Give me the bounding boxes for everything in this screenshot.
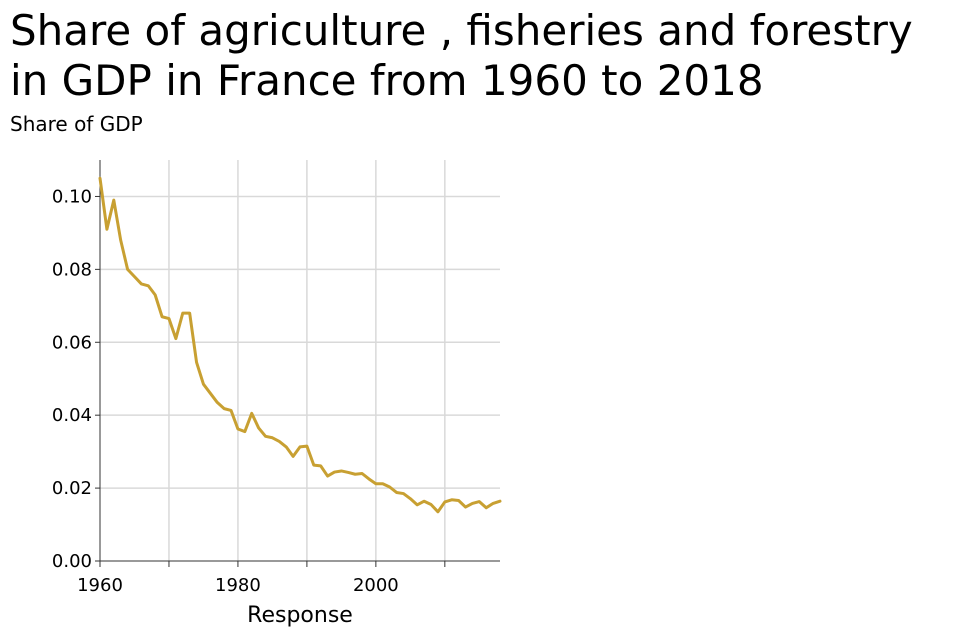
series-line: [98, 176, 502, 514]
y-tick-label: 0.06: [52, 332, 92, 353]
y-tick-label: 0.02: [52, 478, 92, 499]
y-axis-label: Share of GDP: [10, 112, 143, 136]
x-tick-label: 1980: [215, 575, 261, 596]
y-tick-label: 0.08: [52, 259, 92, 280]
y-tick-label: 0.10: [52, 186, 92, 207]
x-axis-label: Response: [247, 603, 353, 628]
x-tick-label: 1960: [77, 575, 123, 596]
y-tick-label: 0.00: [52, 551, 92, 572]
x-tick-label: 2000: [353, 575, 399, 596]
y-tick-label: 0.04: [52, 405, 92, 426]
chart-title: Share of agriculture , fisheries and for…: [10, 6, 913, 105]
